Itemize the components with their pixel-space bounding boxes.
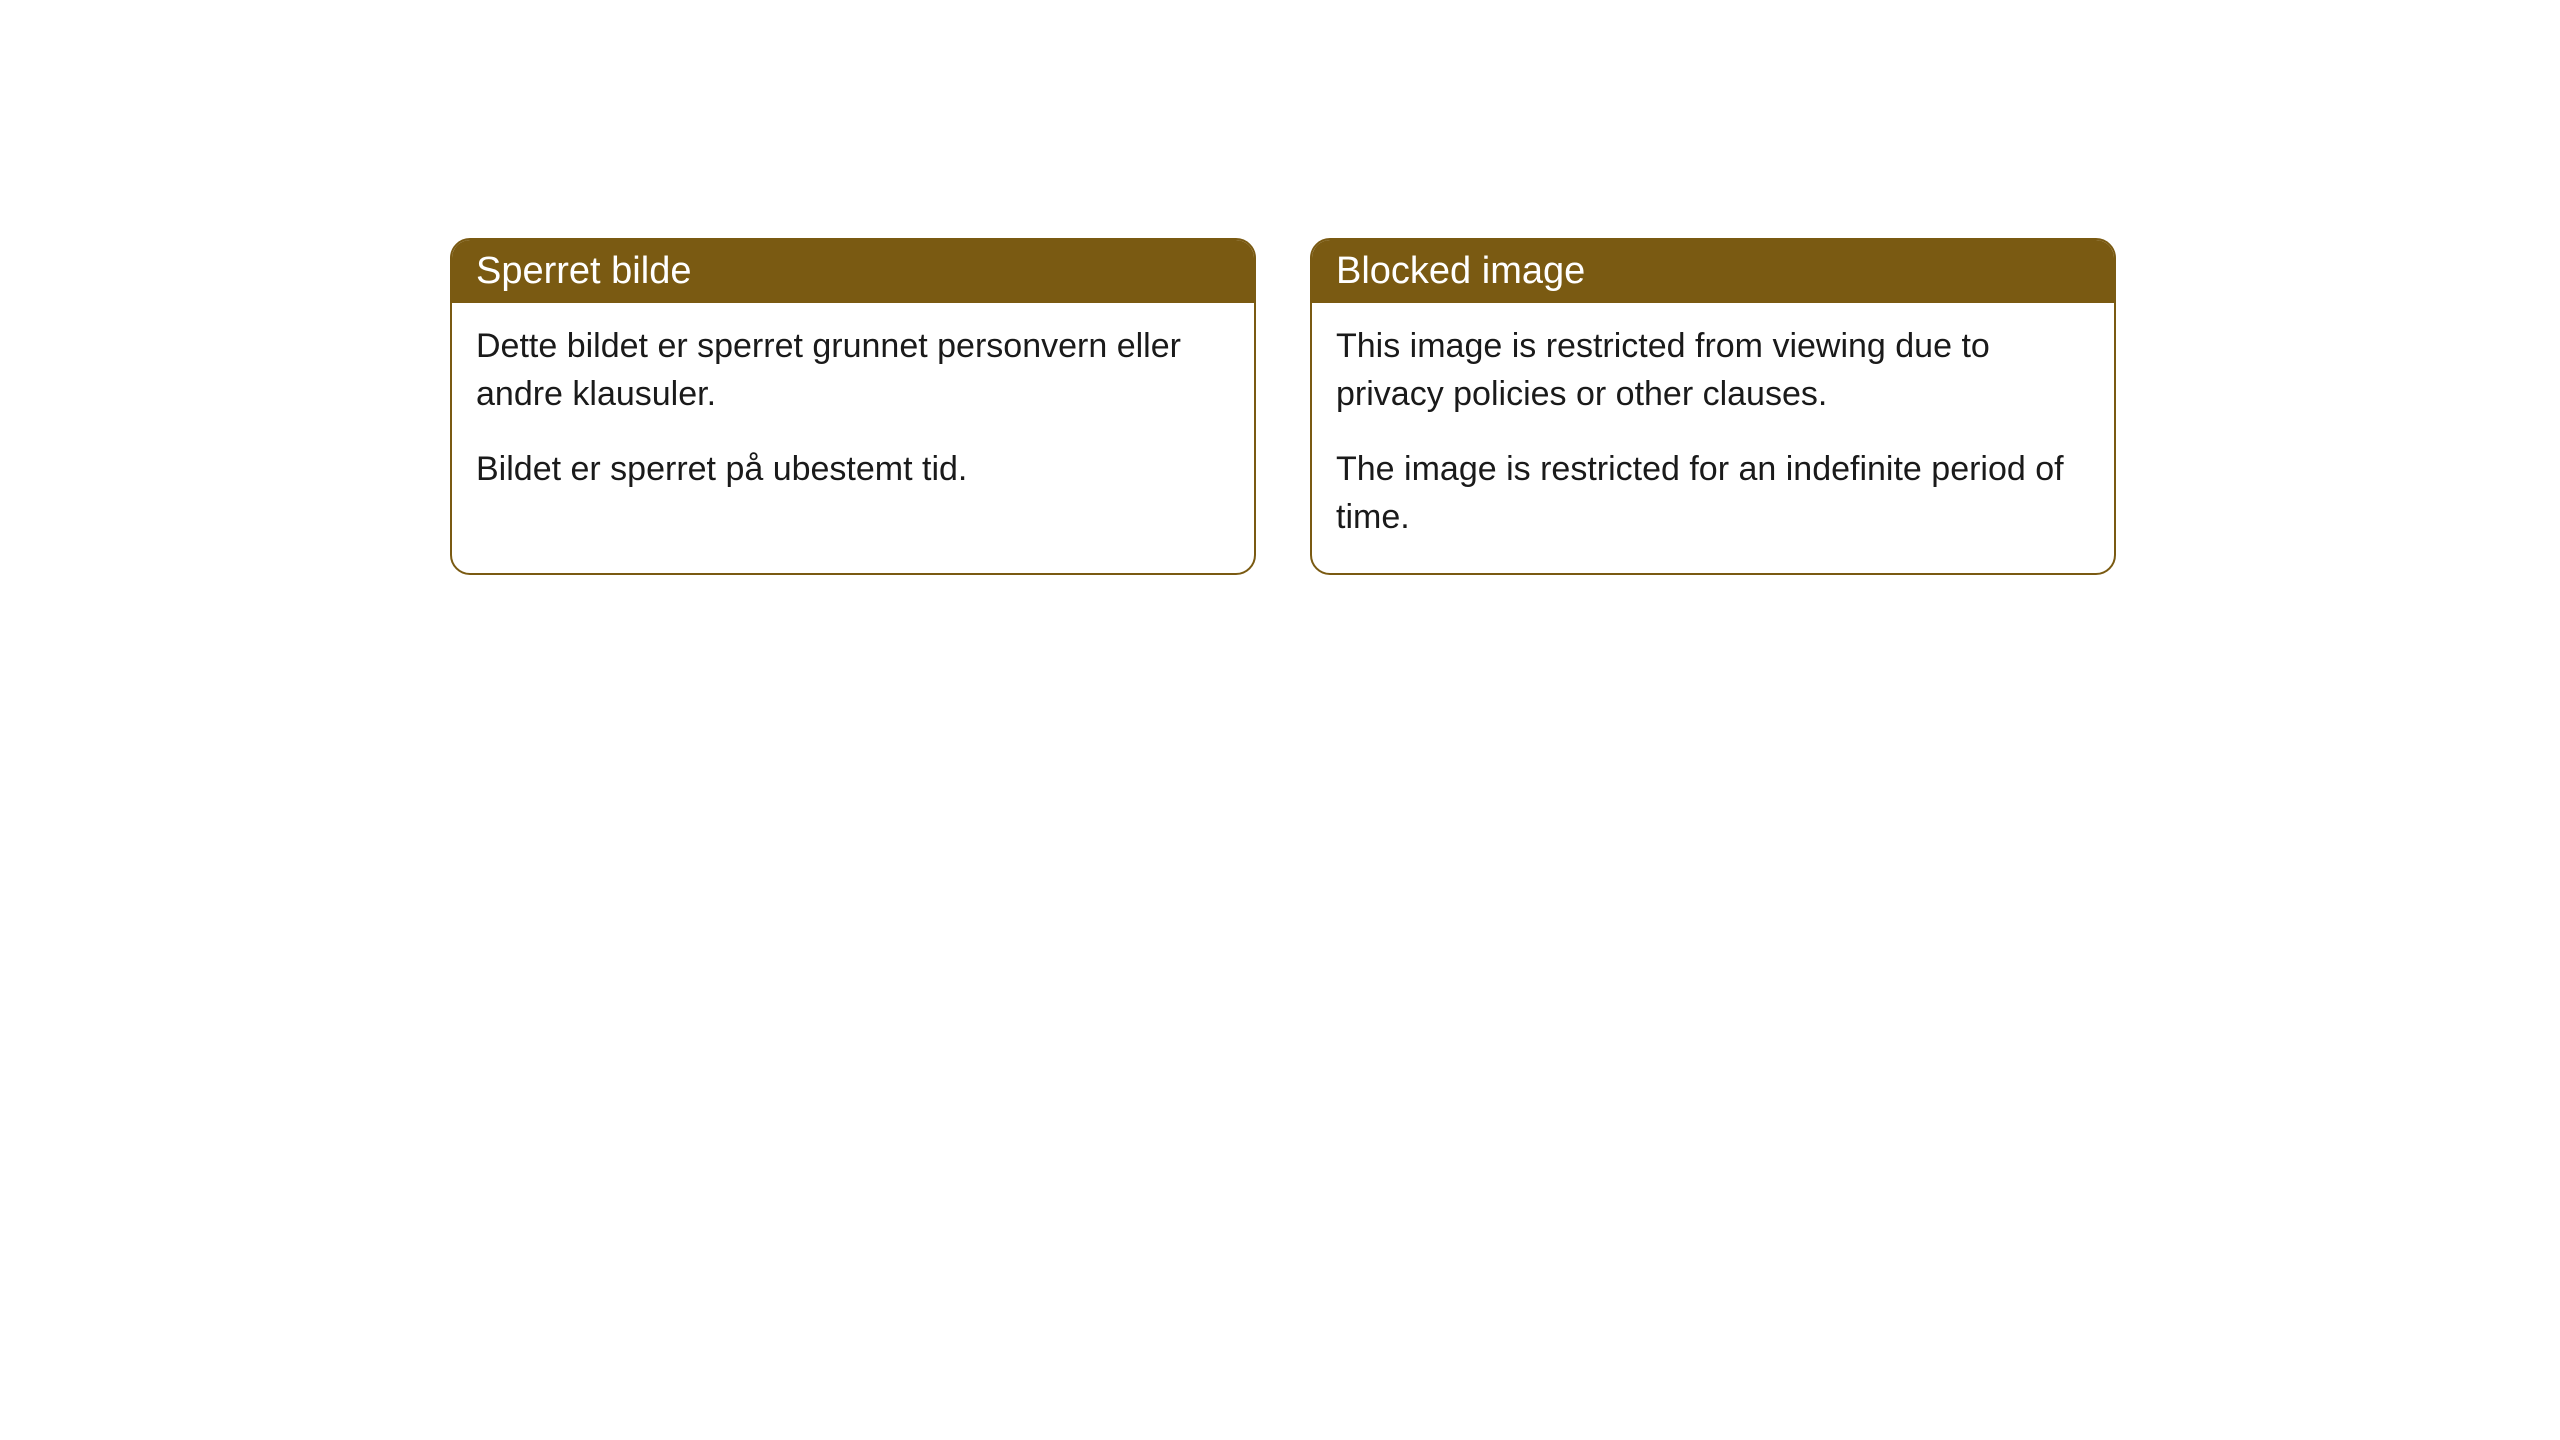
card-body-norwegian: Dette bildet er sperret grunnet personve… — [452, 303, 1254, 526]
card-header-english: Blocked image — [1312, 240, 2114, 303]
card-paragraph-1-english: This image is restricted from viewing du… — [1336, 323, 2090, 418]
card-body-english: This image is restricted from viewing du… — [1312, 303, 2114, 573]
card-paragraph-1-norwegian: Dette bildet er sperret grunnet personve… — [476, 323, 1230, 418]
notice-cards-container: Sperret bilde Dette bildet er sperret gr… — [450, 238, 2116, 575]
card-paragraph-2-english: The image is restricted for an indefinit… — [1336, 446, 2090, 541]
card-header-norwegian: Sperret bilde — [452, 240, 1254, 303]
blocked-image-card-norwegian: Sperret bilde Dette bildet er sperret gr… — [450, 238, 1256, 575]
blocked-image-card-english: Blocked image This image is restricted f… — [1310, 238, 2116, 575]
card-paragraph-2-norwegian: Bildet er sperret på ubestemt tid. — [476, 446, 1230, 494]
